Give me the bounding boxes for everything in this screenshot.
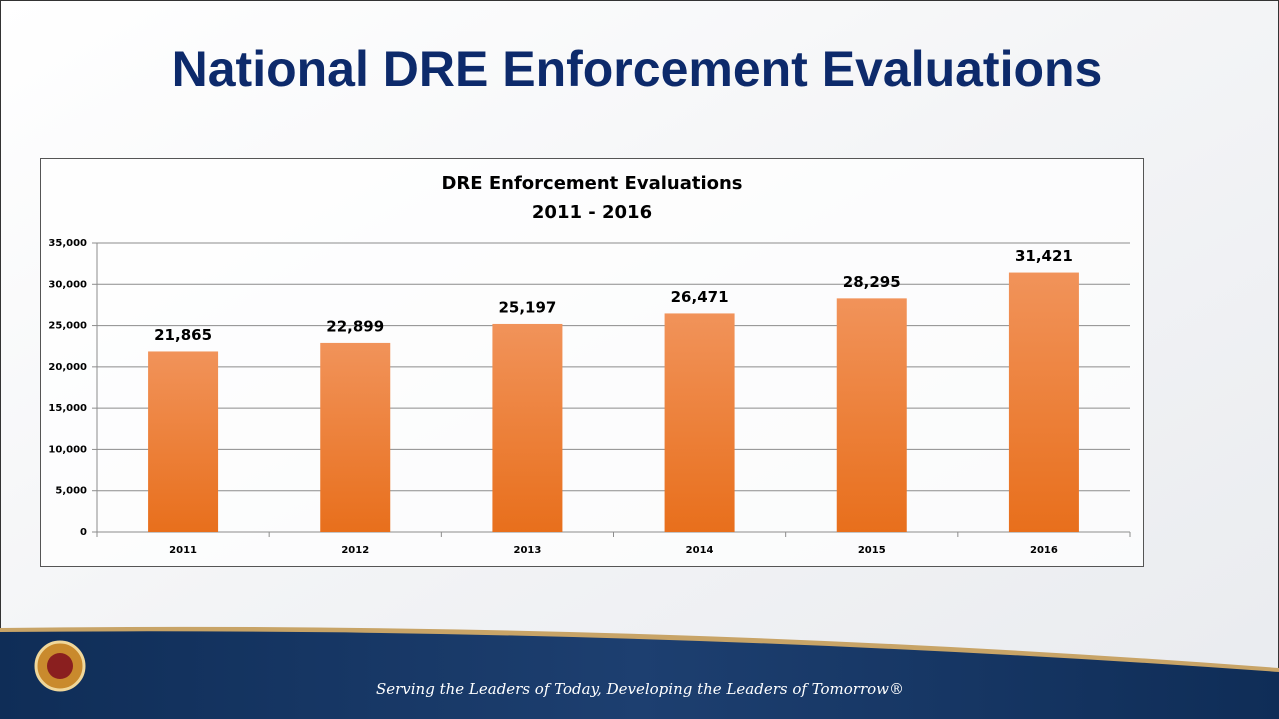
bar — [1008, 272, 1079, 532]
y-tick-label: 30,000 — [48, 279, 87, 290]
logo-center — [47, 653, 73, 679]
y-tick-label: 5,000 — [55, 486, 87, 497]
x-tick-label: 2014 — [686, 545, 714, 556]
data-label: 21,865 — [154, 326, 212, 344]
x-tick-label: 2015 — [858, 545, 886, 556]
y-tick-label: 10,000 — [48, 444, 87, 455]
chart-frame — [40, 158, 1144, 567]
y-tick-label: 0 — [80, 527, 87, 538]
slide-title: National DRE Enforcement Evaluations — [172, 41, 1103, 97]
bar — [664, 313, 735, 532]
bar — [320, 342, 391, 532]
x-tick-label: 2012 — [341, 545, 369, 556]
footer-band — [0, 631, 1279, 719]
data-label: 22,899 — [326, 317, 384, 335]
footer-text: Serving the Leaders of Today, Developing… — [376, 680, 904, 698]
y-tick-label: 35,000 — [48, 238, 87, 249]
y-tick-label: 15,000 — [48, 403, 87, 414]
data-label: 31,421 — [1015, 247, 1073, 265]
data-label: 25,197 — [498, 298, 556, 316]
bar — [492, 323, 563, 532]
data-label: 26,471 — [671, 288, 729, 306]
chart-subtitle: 2011 - 2016 — [532, 202, 652, 223]
x-tick-label: 2016 — [1030, 545, 1058, 556]
x-tick-label: 2011 — [169, 545, 197, 556]
bar — [148, 351, 219, 532]
chart-title: DRE Enforcement Evaluations — [441, 173, 742, 194]
data-label: 28,295 — [843, 273, 901, 291]
x-tick-label: 2013 — [513, 545, 541, 556]
bar — [836, 298, 907, 532]
y-tick-label: 25,000 — [48, 321, 87, 332]
y-tick-label: 20,000 — [48, 362, 87, 373]
